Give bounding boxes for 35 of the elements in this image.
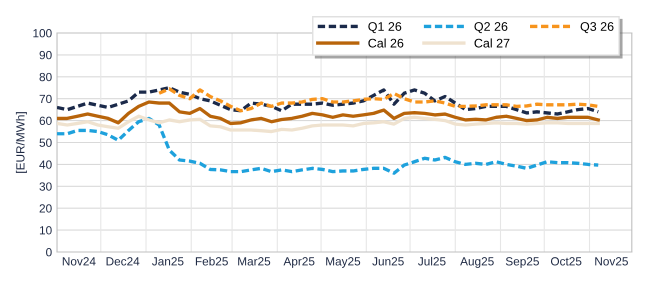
x-tick-label: Jan25 xyxy=(152,257,184,266)
line-series xyxy=(57,116,600,175)
y-tick-label: 30 xyxy=(39,182,52,191)
x-tick-label: Aug25 xyxy=(460,257,494,268)
x-tick-label: Jun25 xyxy=(372,257,404,266)
line-series xyxy=(57,114,600,134)
line-series xyxy=(57,100,600,126)
x-tick-label: May25 xyxy=(326,257,360,268)
line-series xyxy=(157,87,600,112)
y-tick-label: 50 xyxy=(40,138,52,147)
legend-label: Cal 26 xyxy=(368,38,404,48)
y-tick-label: 80 xyxy=(40,72,52,82)
x-tick-label: Nov25 xyxy=(595,257,628,266)
legend-label: Q2 26 xyxy=(474,22,508,34)
legend-label: Q3 26 xyxy=(580,22,614,34)
x-tick-label: Mar25 xyxy=(238,257,270,266)
y-tick-label: 60 xyxy=(40,116,52,125)
legend-label: Q1 26 xyxy=(368,22,402,34)
x-tick-label: Jul25 xyxy=(418,256,446,266)
y-tick-label: 90 xyxy=(40,50,52,60)
y-tick-label: 0 xyxy=(46,248,52,256)
x-tick-label: Sep25 xyxy=(506,257,539,268)
y-tick-label: 20 xyxy=(40,204,52,213)
x-tick-label: Nov24 xyxy=(62,257,96,266)
y-tick-label: 70 xyxy=(40,94,52,104)
y-tick-label: 40 xyxy=(39,160,52,169)
x-tick-label: Dec24 xyxy=(106,257,140,266)
legend-label: Cal 27 xyxy=(474,38,510,48)
line-series xyxy=(57,86,600,116)
y-tick-label: 100 xyxy=(33,29,52,38)
y-tick-label: 10 xyxy=(40,226,52,234)
x-tick-label: Oct25 xyxy=(550,257,582,266)
y-axis-title: [EUR/MWh] xyxy=(16,112,27,173)
x-tick-label: Feb25 xyxy=(196,256,228,266)
x-tick-label: Apr25 xyxy=(283,257,314,268)
